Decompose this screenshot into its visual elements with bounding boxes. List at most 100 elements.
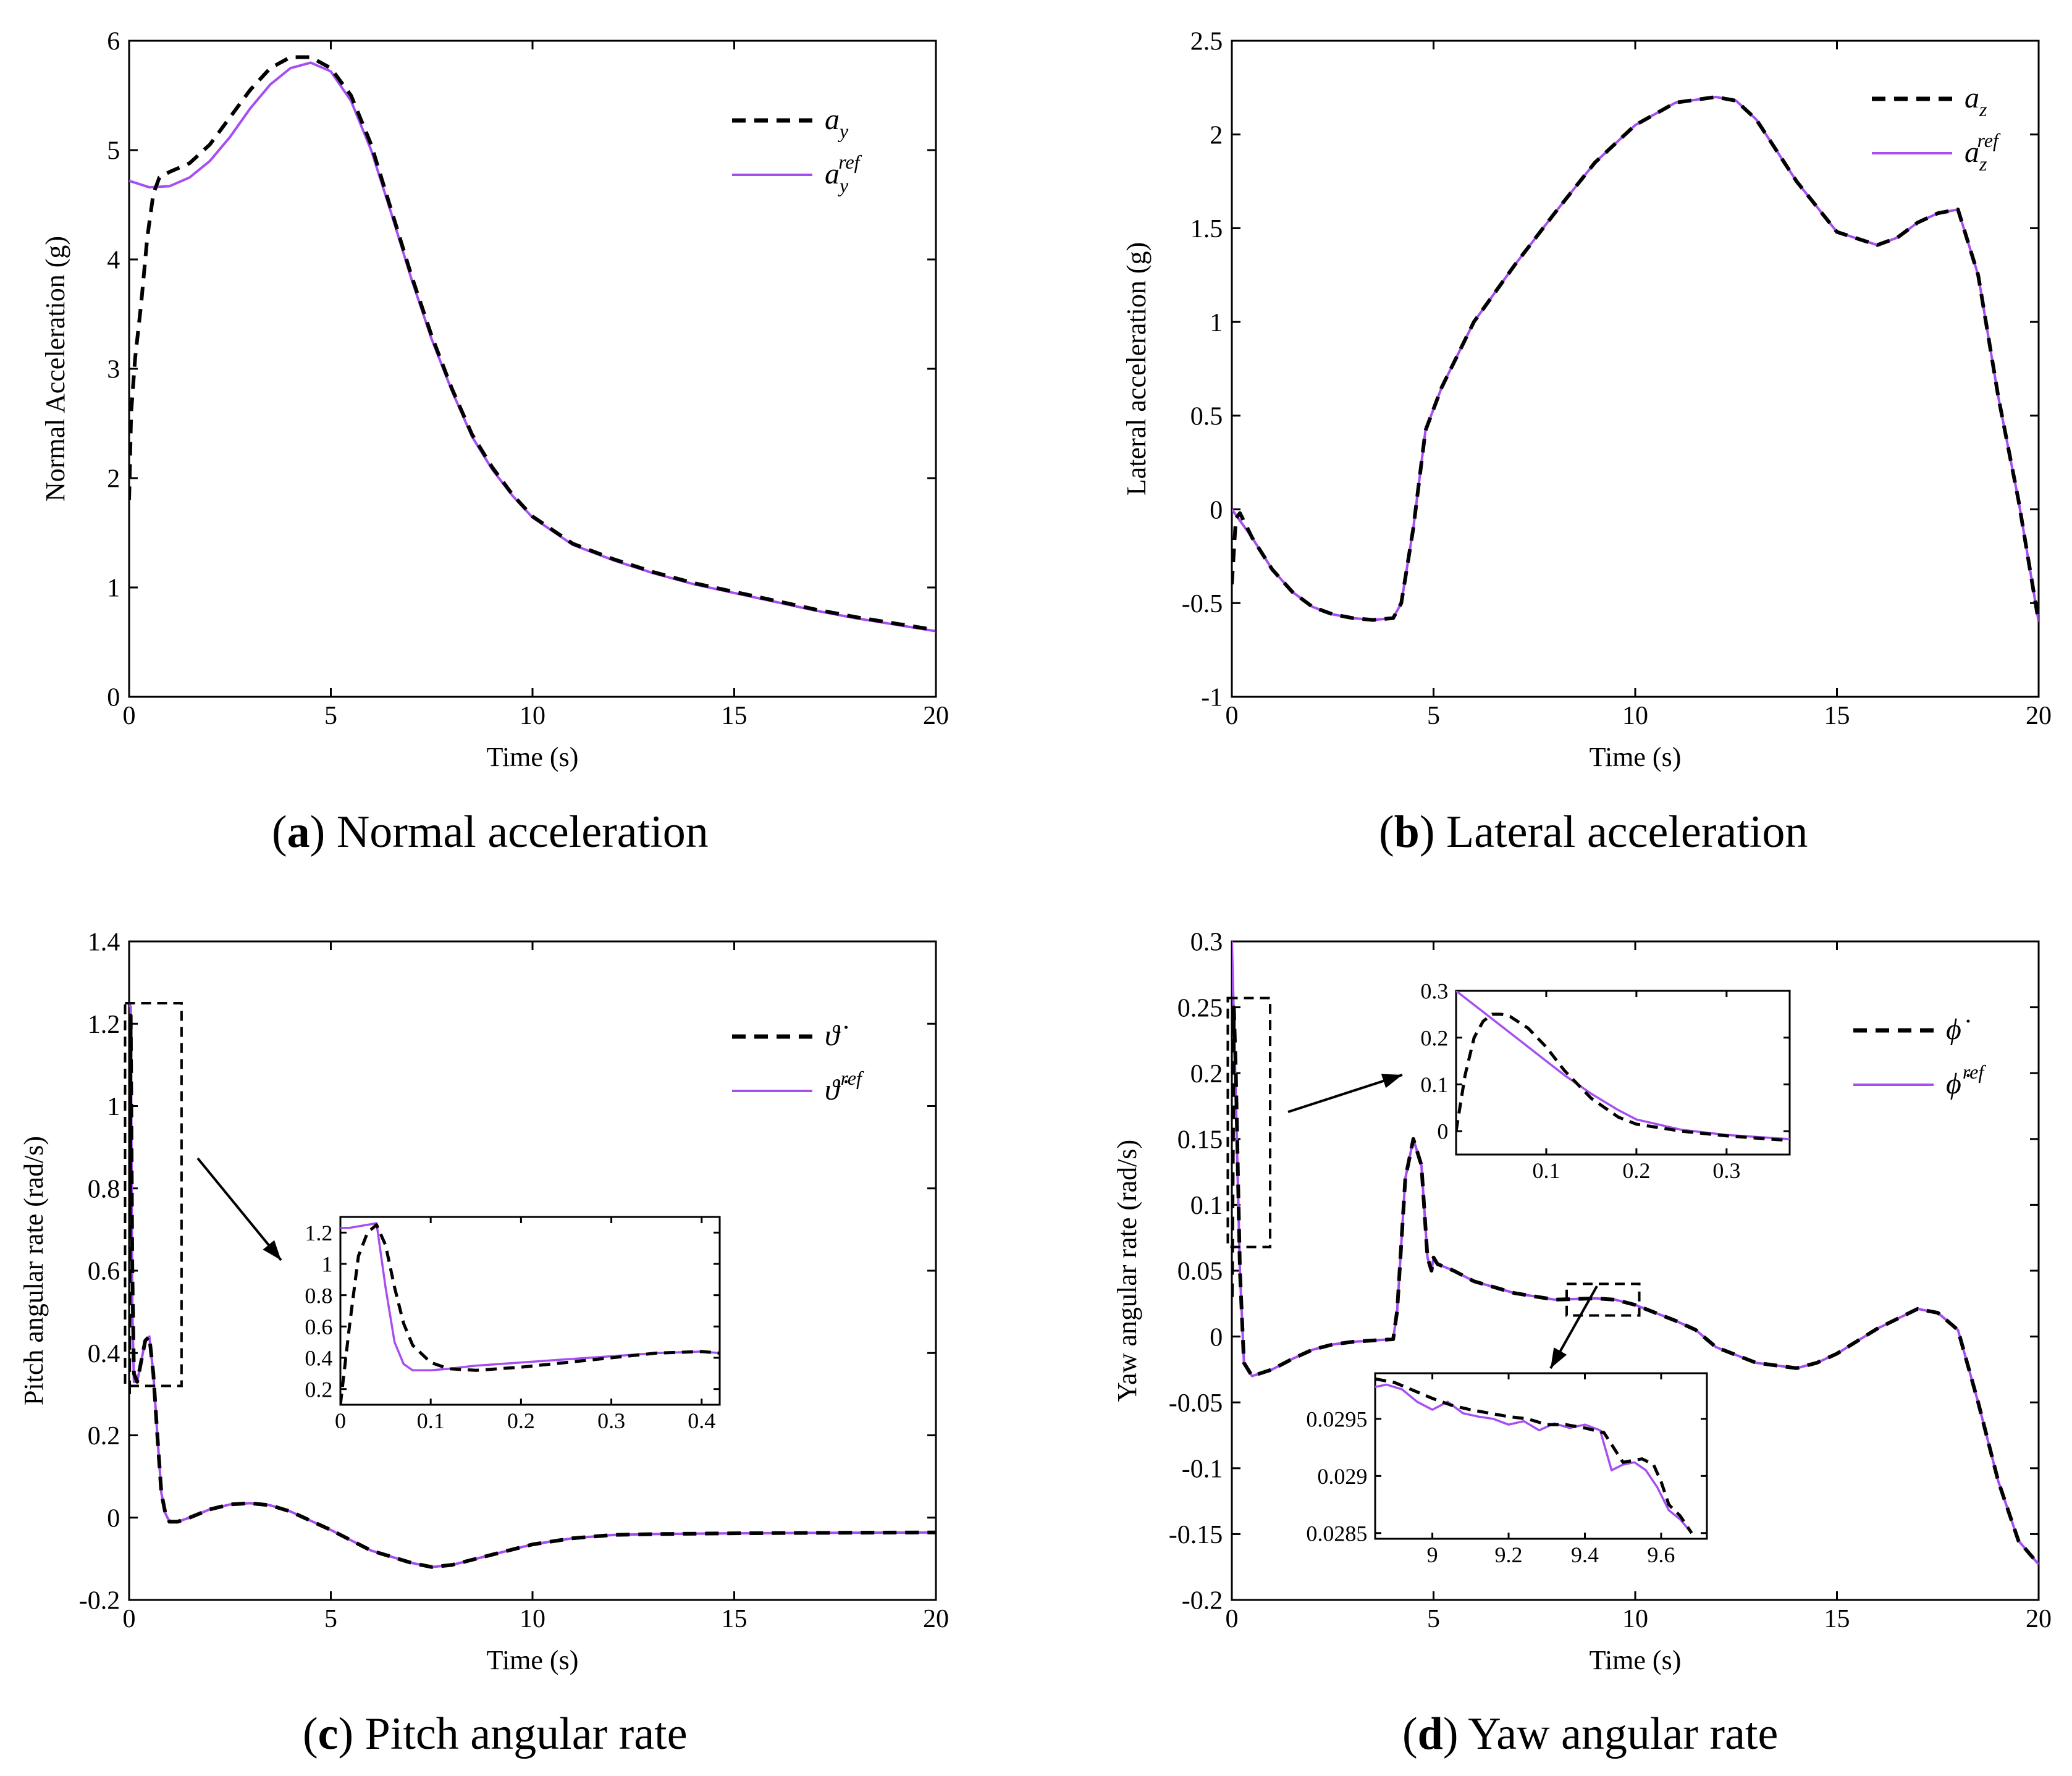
d-inset-bottom-xtick-label: 9.2 bbox=[1495, 1542, 1523, 1567]
b-series-a-z bbox=[1232, 95, 2039, 623]
caption-c-text: Pitch angular rate bbox=[364, 1709, 688, 1759]
b-xtick-label: 15 bbox=[1824, 702, 1850, 730]
d-xtick-label: 20 bbox=[2026, 1605, 2052, 1633]
c-ytick-label: 1.4 bbox=[88, 928, 120, 957]
a-xtick-label: 10 bbox=[520, 702, 545, 730]
b-ytick-label: 1.5 bbox=[1190, 215, 1223, 243]
d-xtick-label: 5 bbox=[1427, 1605, 1440, 1633]
d-inset-bottom-series-phi-dot bbox=[1375, 1377, 1693, 1534]
a-legend-sub-0: y bbox=[838, 120, 849, 142]
d-ytick-label: 0.1 bbox=[1190, 1192, 1223, 1220]
b-xtick-label: 20 bbox=[2026, 702, 2052, 730]
a-ytick-label: 0 bbox=[107, 684, 120, 712]
b-ylabel: Lateral acceleration (g) bbox=[1121, 242, 1152, 495]
c-xtick-label: 0 bbox=[123, 1605, 136, 1633]
d-zoom-box-top bbox=[1226, 996, 1272, 1248]
caption-c-letter: c bbox=[318, 1709, 339, 1759]
d-inset-top-axes-frame bbox=[1455, 990, 1791, 1156]
d-zoom-box-bottom bbox=[1565, 1282, 1641, 1317]
d-xtick-label: 15 bbox=[1824, 1605, 1850, 1633]
c-ytick-label: 0.6 bbox=[88, 1258, 120, 1286]
d-xlabel: Time (s) bbox=[1590, 1645, 1682, 1675]
c-xtick-label: 10 bbox=[520, 1605, 545, 1633]
b-ytick-label: -1 bbox=[1201, 684, 1223, 712]
d-inset-top-xtick-label: 0.3 bbox=[1712, 1158, 1740, 1183]
a-series-a-y-ref bbox=[129, 61, 936, 633]
a-legend-sup-1: ref bbox=[838, 151, 862, 173]
caption-b-text: Lateral acceleration bbox=[1446, 807, 1808, 857]
d-arrow-top-head bbox=[1381, 1074, 1402, 1088]
d-ytick-label: 0.25 bbox=[1177, 994, 1223, 1022]
d-inset-bottom-ytick-label: 0.029 bbox=[1317, 1464, 1367, 1489]
c-xtick-label: 15 bbox=[722, 1605, 748, 1633]
d-inset-bottom-xtick-label: 9.6 bbox=[1647, 1542, 1675, 1567]
d-inset-bottom-series-phi-dot-ref bbox=[1375, 1383, 1693, 1534]
d-inset-top-xtick-label: 0.1 bbox=[1532, 1158, 1560, 1183]
b-ytick-label: 0 bbox=[1210, 496, 1223, 524]
d-ytick-label: -0.15 bbox=[1169, 1521, 1223, 1549]
c-inset-ytick-label: 0.8 bbox=[305, 1283, 332, 1308]
c-inset-xtick-label: 0.2 bbox=[507, 1408, 535, 1433]
d-legend-sup-1: ref bbox=[1963, 1061, 1986, 1083]
d-inset-bottom-ytick-label: 0.0285 bbox=[1306, 1521, 1367, 1546]
d-ytick-label: 0.05 bbox=[1177, 1258, 1223, 1286]
b-legend-sup-1: ref bbox=[1977, 129, 2000, 151]
c-xtick-label: 5 bbox=[324, 1605, 337, 1633]
b-xtick-label: 10 bbox=[1622, 702, 1648, 730]
d-ytick-label: 0.2 bbox=[1190, 1060, 1223, 1088]
b-ytick-label: 0.5 bbox=[1190, 403, 1223, 431]
b-ytick-label: 2.5 bbox=[1190, 28, 1223, 56]
d-inset-top-xtick-label: 0.2 bbox=[1622, 1158, 1650, 1183]
d-inset-bottom-xtick-label: 9.4 bbox=[1571, 1542, 1599, 1567]
b-legend-label-0: az bbox=[1965, 82, 1987, 120]
a-ytick-label: 4 bbox=[107, 246, 120, 275]
c-ytick-label: 1.2 bbox=[88, 1011, 120, 1039]
caption-d-letter: d bbox=[1417, 1709, 1443, 1759]
d-inset-top-ytick-label: 0 bbox=[1437, 1119, 1448, 1144]
a-ylabel: Normal Acceleration (g) bbox=[40, 236, 70, 502]
a-xtick-label: 0 bbox=[123, 702, 136, 730]
b-ytick-label: -0.5 bbox=[1182, 590, 1223, 618]
d-inset-bottom-ytick-label: 0.0295 bbox=[1306, 1407, 1367, 1432]
c-inset-ytick-label: 1.2 bbox=[305, 1221, 332, 1245]
caption-d-text: Yaw angular rate bbox=[1468, 1709, 1779, 1759]
d-xtick-label: 10 bbox=[1622, 1605, 1648, 1633]
b-ytick-label: 1 bbox=[1210, 309, 1223, 337]
panel-b-chart: 0 5 10 15 20 -1 -0.5 0 0.5 1 1.5 2 2.5 Time (s) Latera… bbox=[1121, 28, 2052, 772]
d-ytick-label: -0.1 bbox=[1182, 1455, 1223, 1484]
c-legend-sup-1: ref bbox=[841, 1067, 864, 1089]
c-inset-xtick-label: 0 bbox=[335, 1408, 346, 1433]
d-ytick-label: 0.15 bbox=[1177, 1126, 1223, 1155]
d-inset-bottom-xtick-label: 9 bbox=[1427, 1542, 1438, 1567]
c-arrow-head bbox=[263, 1240, 281, 1260]
c-xtick-label: 20 bbox=[923, 1605, 949, 1633]
d-ytick-label: 0 bbox=[1210, 1323, 1223, 1352]
c-xlabel: Time (s) bbox=[487, 1645, 579, 1675]
b-axes-frame bbox=[1231, 40, 2040, 698]
panel-d-chart: 0 5 10 15 20 -0.2 -0.15 -0.1 -0.05 0 0.05 0.1 0.15 0.… bbox=[1112, 928, 2052, 1675]
d-ytick-label: -0.05 bbox=[1169, 1389, 1223, 1418]
a-xtick-label: 5 bbox=[324, 702, 337, 730]
c-series-theta-dot bbox=[129, 1013, 936, 1569]
c-inset-series-theta-dot bbox=[340, 1223, 720, 1405]
caption-a: (a) Normal acceleration bbox=[272, 807, 709, 857]
c-inset-axes-frame bbox=[339, 1216, 721, 1406]
caption-b-letter: b bbox=[1394, 807, 1420, 857]
a-ytick-label: 5 bbox=[107, 137, 120, 166]
d-xtick-label: 0 bbox=[1226, 1605, 1239, 1633]
d-arrow-bottom-head bbox=[1551, 1347, 1567, 1368]
a-axes-frame bbox=[128, 40, 937, 698]
c-ytick-label: 0.2 bbox=[88, 1422, 120, 1450]
c-inset-xtick-label: 0.4 bbox=[688, 1408, 715, 1433]
d-ytick-label: -0.2 bbox=[1182, 1587, 1223, 1615]
d-inset-top-ytick-label: 0.2 bbox=[1420, 1025, 1448, 1050]
d-inset-top-ytick-label: 0.3 bbox=[1420, 979, 1448, 1004]
d-ylabel: Yaw angular rate (rad/s) bbox=[1112, 1140, 1142, 1402]
c-zoom-box bbox=[124, 1001, 183, 1387]
a-series-a-y bbox=[129, 55, 936, 632]
c-ytick-label: 1 bbox=[107, 1093, 120, 1121]
a-xtick-label: 15 bbox=[722, 702, 748, 730]
d-ytick-label: 0.3 bbox=[1190, 928, 1223, 957]
